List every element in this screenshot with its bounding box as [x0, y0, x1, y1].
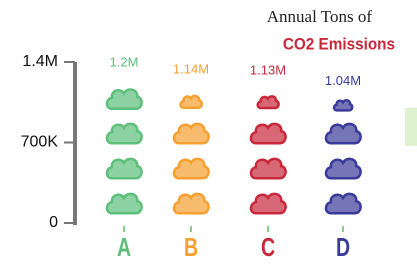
bar — [174, 96, 209, 213]
bar — [251, 96, 286, 213]
x-tick-label: D — [336, 232, 350, 261]
bar — [107, 89, 142, 213]
page: Annual Tons of CO2 Emissions 0 700K 1.4M 1.… — [0, 0, 417, 264]
icon — [174, 194, 209, 213]
y-tick-label: 700K — [21, 134, 59, 151]
icon — [326, 124, 361, 143]
value-label: 1.04M — [325, 73, 361, 88]
x-tick-label: C — [261, 232, 275, 261]
decoration — [405, 108, 417, 146]
icon — [107, 194, 142, 213]
y-tick-label: 1.4M — [22, 53, 58, 70]
x-tick-label: B — [184, 232, 198, 261]
value-label: 1.2M — [110, 54, 139, 69]
icon — [251, 124, 286, 143]
y-tick-label: 0 — [49, 214, 58, 231]
icon — [174, 124, 209, 143]
chart: Annual Tons of CO2 Emissions 0 700K 1.4M 1.… — [0, 0, 417, 264]
icon — [326, 159, 361, 178]
icon — [251, 159, 286, 178]
x-tick-label: A — [117, 232, 131, 261]
icon — [107, 89, 142, 108]
chart-subtitle: CO2 Emissions — [283, 35, 395, 54]
icon — [326, 194, 361, 213]
icon — [107, 159, 142, 178]
icon — [107, 124, 142, 143]
value-label: 1.14M — [173, 61, 209, 76]
icon — [251, 194, 286, 213]
chart-title: Annual Tons of — [267, 7, 373, 26]
icon — [181, 96, 202, 108]
icon — [174, 159, 209, 178]
bar — [326, 100, 361, 213]
value-label: 1.13M — [250, 62, 286, 77]
icon — [258, 96, 279, 108]
icon — [334, 100, 352, 110]
